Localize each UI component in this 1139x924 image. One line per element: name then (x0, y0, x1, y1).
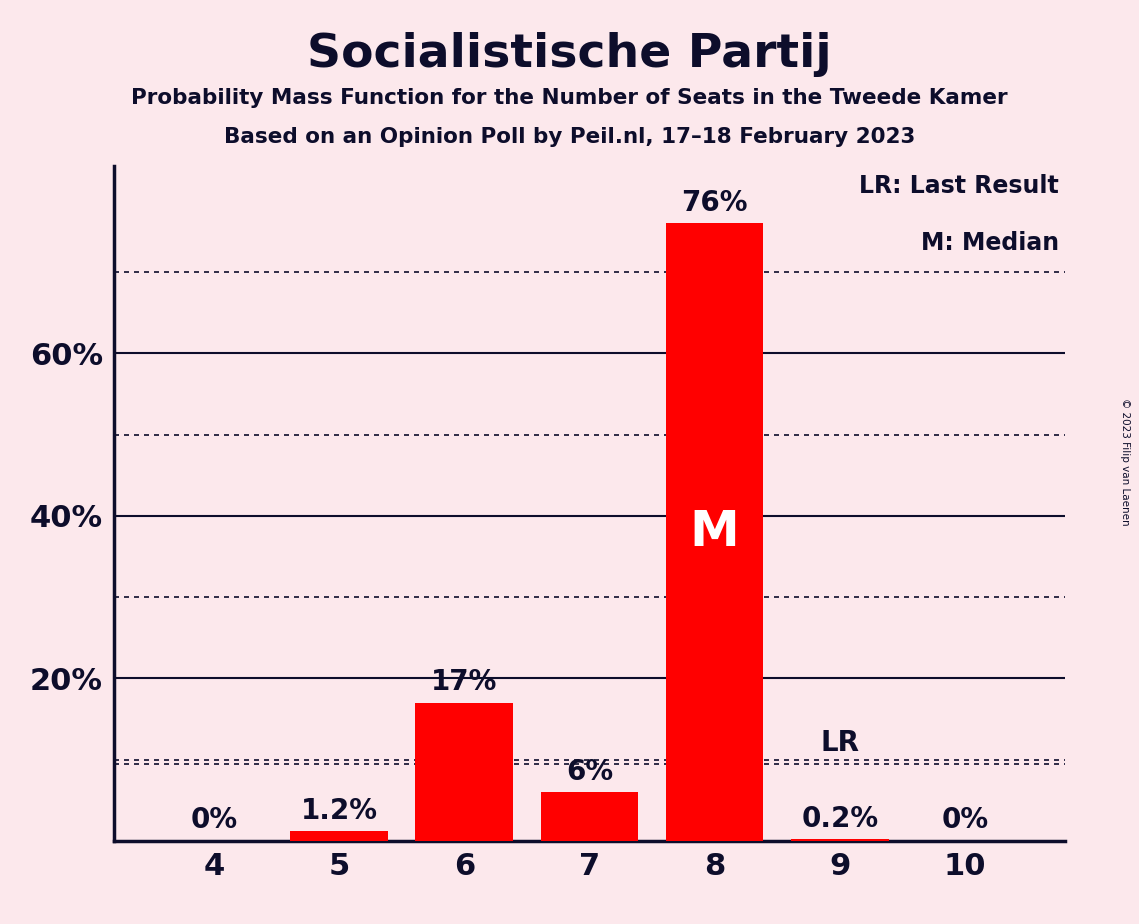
Text: 17%: 17% (431, 668, 498, 696)
Text: 1.2%: 1.2% (301, 796, 378, 824)
Text: 76%: 76% (681, 188, 748, 217)
Text: M: Median: M: Median (920, 231, 1059, 255)
Text: 0%: 0% (941, 807, 989, 834)
Bar (666, 224, 763, 841)
Bar (790, 839, 888, 841)
Bar (416, 702, 513, 841)
Text: LR: Last Result: LR: Last Result (859, 175, 1059, 199)
Text: 0%: 0% (190, 807, 238, 834)
Text: 6%: 6% (566, 758, 613, 785)
Text: Based on an Opinion Poll by Peil.nl, 17–18 February 2023: Based on an Opinion Poll by Peil.nl, 17–… (223, 127, 916, 147)
Text: Probability Mass Function for the Number of Seats in the Tweede Kamer: Probability Mass Function for the Number… (131, 88, 1008, 108)
Text: M: M (690, 508, 739, 556)
Bar (290, 831, 388, 841)
Text: LR: LR (820, 729, 859, 757)
Bar (541, 792, 638, 841)
Text: © 2023 Filip van Laenen: © 2023 Filip van Laenen (1121, 398, 1130, 526)
Text: 0.2%: 0.2% (801, 805, 878, 833)
Text: Socialistische Partij: Socialistische Partij (308, 32, 831, 78)
